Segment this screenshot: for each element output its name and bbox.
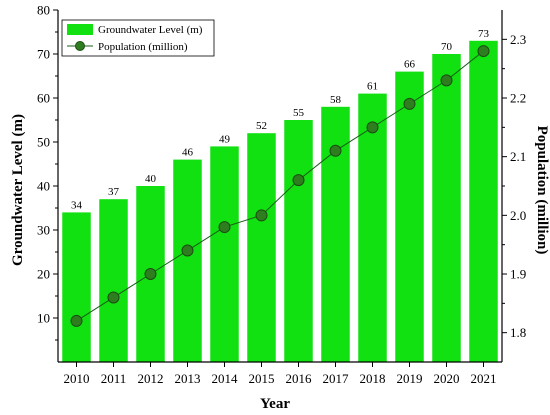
- bar-2013: [173, 159, 202, 362]
- population-line: [76, 50, 484, 322]
- bar-2019: [395, 71, 424, 362]
- population-point-2013: [181, 244, 194, 257]
- bar-value-label-2016: 55: [293, 107, 305, 119]
- population-point-2014: [218, 221, 231, 234]
- population-point-2020: [440, 74, 453, 87]
- bar-value-label-2012: 40: [145, 173, 157, 185]
- legend: Groundwater Level (m) Population (millio…: [61, 19, 215, 57]
- y2-tick-label: 1.8: [510, 325, 526, 340]
- legend-swatch-bar: [67, 24, 93, 35]
- population-point-2010: [70, 314, 83, 327]
- bar-value-label-2015: 52: [256, 120, 267, 132]
- labels-layer: 34 37 40 46 49 52 55 58 61 66 70 73: [71, 28, 490, 212]
- bar-value-label-2014: 49: [219, 133, 231, 145]
- population-point-2021: [477, 45, 490, 58]
- bar-value-label-2019: 66: [404, 59, 416, 71]
- population-point-2015: [255, 209, 268, 222]
- y2-axis-title: Population (million): [534, 126, 550, 255]
- x-tick-label-2018: 2018: [360, 371, 386, 386]
- bar-2016: [284, 120, 313, 362]
- x-tick-label-2012: 2012: [138, 371, 164, 386]
- y2-tick-label: 2.0: [510, 208, 526, 223]
- y-tick-label: 30: [37, 223, 50, 238]
- x-tick-label-2011: 2011: [101, 371, 127, 386]
- y-tick-label: 10: [37, 311, 50, 326]
- bar-2011: [99, 199, 128, 362]
- x-tick-label-2014: 2014: [212, 371, 239, 386]
- y2-tick-label: 2.2: [510, 91, 526, 106]
- x-tick-label-2017: 2017: [323, 371, 350, 386]
- population-point-2016: [292, 174, 305, 187]
- y-tick-label: 80: [37, 3, 50, 18]
- y-tick-label: 70: [37, 47, 50, 62]
- x-axis-title: Year: [260, 396, 290, 412]
- y-tick-label: 60: [37, 91, 50, 106]
- bar-2010: [62, 212, 91, 362]
- y-tick-label: 50: [37, 135, 50, 150]
- y-tick-label: 40: [37, 179, 50, 194]
- bar-2015: [247, 133, 276, 362]
- legend-label-groundwater: Groundwater Level (m): [98, 24, 203, 36]
- population-point-2019: [403, 97, 416, 110]
- line-layer: [70, 45, 490, 327]
- x-tick-label-2021: 2021: [471, 371, 497, 386]
- population-point-2011: [107, 291, 120, 304]
- bar-value-label-2017: 58: [330, 94, 342, 106]
- x-tick-label-2013: 2013: [175, 371, 201, 386]
- x-tick-label-2015: 2015: [249, 371, 275, 386]
- bar-2021: [469, 40, 498, 363]
- x-tick-label-2016: 2016: [286, 371, 313, 386]
- legend-label-population: Population (million): [98, 41, 188, 53]
- x-tick-label-2010: 2010: [64, 371, 90, 386]
- population-point-2012: [144, 268, 157, 280]
- x-tick-label-2020: 2020: [434, 371, 460, 386]
- bar-2018: [358, 93, 387, 362]
- bar-value-label-2020: 70: [441, 41, 453, 53]
- bar-value-label-2021: 73: [478, 28, 490, 40]
- axes-layer: 10 20 30 40 50 60 70 80 1.8 1.9 2.0 2.1 2.2 2.3 2010 20…: [37, 3, 526, 387]
- y2-tick-label: 2.3: [510, 32, 526, 47]
- legend-swatch-marker: [75, 41, 85, 51]
- y2-tick-label: 1.9: [510, 267, 526, 282]
- population-point-2017: [329, 144, 342, 157]
- population-point-2018: [366, 121, 379, 134]
- bar-2014: [210, 146, 239, 362]
- bar-value-label-2018: 61: [367, 81, 378, 93]
- bar-2020: [432, 54, 461, 362]
- bars-layer: [62, 40, 498, 363]
- bar-value-label-2013: 46: [182, 147, 194, 159]
- bar-value-label-2010: 34: [71, 199, 83, 211]
- x-tick-label-2019: 2019: [397, 371, 423, 386]
- bar-value-label-2011: 37: [108, 186, 120, 198]
- y2-tick-label: 2.1: [510, 149, 526, 164]
- y-tick-label: 20: [37, 267, 50, 282]
- y-axis-title: Groundwater Level (m): [10, 114, 26, 266]
